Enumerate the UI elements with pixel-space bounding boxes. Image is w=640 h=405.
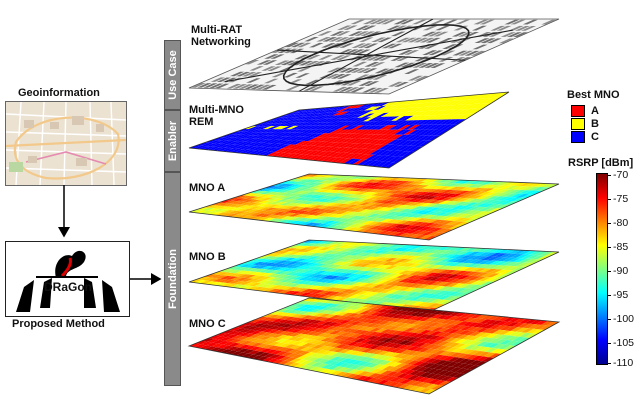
- label-multi-mno-rem: Multi-MNO REM: [189, 104, 244, 128]
- bracket-use-case-label: Use Case: [166, 50, 179, 100]
- colorbar-tick: -70: [606, 169, 629, 181]
- label-multi-rat: Multi-RAT Networking: [191, 24, 251, 48]
- legend-label-b: B: [591, 118, 599, 130]
- legend-swatch-a: [571, 105, 585, 117]
- bracket-enabler: Enabler: [164, 110, 181, 172]
- mno-c-layer: [187, 297, 561, 395]
- legend-swatch-c: [571, 131, 585, 143]
- colorbar-tick: -100: [606, 313, 635, 325]
- mno-a-layer: [188, 173, 560, 241]
- geoinformation-title: Geoinformation: [18, 87, 100, 99]
- colorbar-tick: -110: [606, 357, 634, 369]
- mno-b-layer: [188, 239, 560, 313]
- map-thumbnail-graphic: [6, 102, 126, 185]
- colorbar-tick: -105: [606, 337, 635, 349]
- colorbar-tick: -75: [606, 193, 629, 205]
- multi-mno-rem-layer: [188, 91, 510, 169]
- legend-swatch-b: [571, 118, 585, 130]
- colorbar-tick: -85: [606, 241, 629, 253]
- dragon-icon: [16, 250, 120, 312]
- legend-label-a: A: [591, 105, 599, 117]
- bracket-foundation: Foundation: [164, 172, 181, 386]
- layer-stack: [187, 18, 561, 395]
- geoinformation-map: [5, 101, 127, 186]
- label-mno-a: MNO A: [189, 182, 226, 194]
- best-mno-legend-title: Best MNO: [567, 89, 620, 101]
- bracket-foundation-label: Foundation: [166, 249, 179, 309]
- label-mno-b: MNO B: [189, 251, 226, 263]
- multi-rat-layer: [188, 18, 560, 95]
- left-arrows: [58, 185, 162, 285]
- bracket-use-case: Use Case: [164, 40, 181, 110]
- logo-text: DRaGon: [44, 280, 92, 294]
- colorbar-tick: -95: [606, 289, 629, 301]
- colorbar-tick: -80: [606, 217, 629, 229]
- bracket-enabler-label: Enabler: [166, 120, 179, 162]
- rsrp-colorbar: [596, 173, 608, 365]
- method-label: Proposed Method: [12, 318, 105, 330]
- legend-label-c: C: [591, 131, 599, 143]
- dragon-logo: DRaGon: [5, 241, 130, 317]
- label-mno-c: MNO C: [189, 318, 226, 330]
- colorbar-tick: -90: [606, 265, 629, 277]
- rsrp-colorbar-title: RSRP [dBm]: [568, 157, 634, 169]
